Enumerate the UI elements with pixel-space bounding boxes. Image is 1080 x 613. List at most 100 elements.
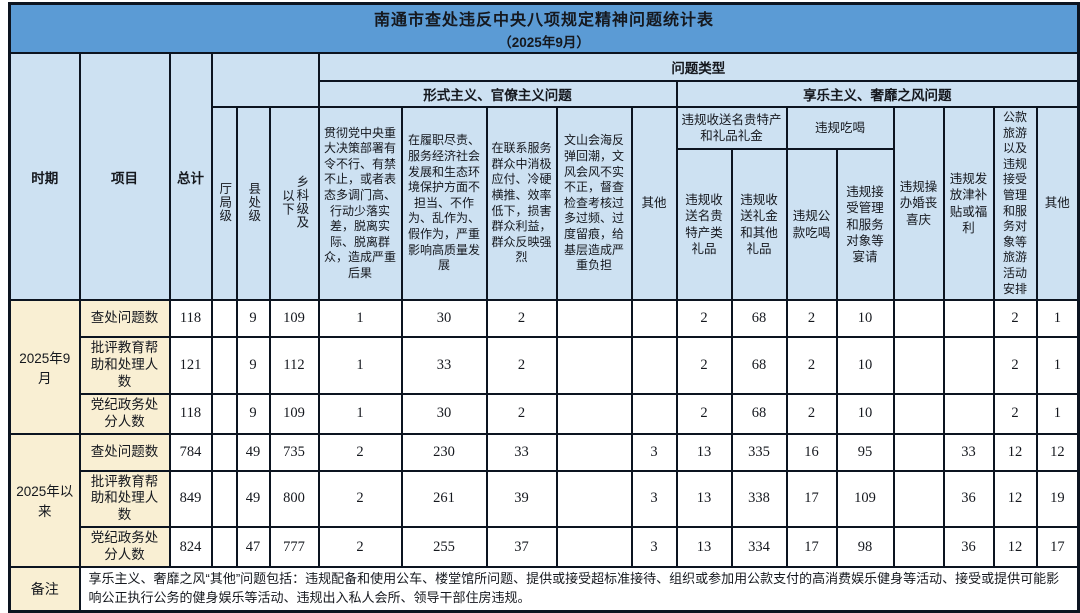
value-cell: 784	[168, 432, 213, 472]
value-cell: 33	[485, 432, 558, 472]
header-row-3: 厅局级 县处级 乡科级及以下 贯彻党中央重大决策部署有令不行、有禁不止，或者表态…	[10, 105, 1080, 302]
header-row-4: 违规收送名贵特产类礼品 违规收送礼金和其他礼品 违规公款吃喝 违规接受管理和服务…	[10, 148, 1079, 302]
value-cell: 12	[1035, 432, 1080, 472]
value-cell: 255	[400, 526, 488, 568]
value-cell: 13	[675, 469, 733, 529]
value-cell	[210, 336, 238, 395]
value-cell	[555, 299, 633, 339]
period-cell: 2025年以来	[8, 432, 81, 568]
value-cell	[630, 336, 678, 395]
value-cell: 109	[268, 392, 320, 435]
value-cell: 2	[675, 392, 733, 435]
value-cell: 12	[992, 526, 1038, 568]
value-cell: 13	[675, 432, 733, 472]
value-cell: 2	[485, 392, 558, 435]
item-label-cell: 党纪政务处分人数	[78, 392, 171, 435]
item-label-cell: 批评教育帮助和处理人数	[78, 469, 171, 529]
value-cell: 800	[268, 469, 320, 529]
value-cell: 2	[992, 336, 1038, 395]
value-cell: 13	[675, 526, 733, 568]
header-dining-group: 违规吃喝	[785, 105, 895, 151]
value-cell: 98	[835, 526, 895, 568]
table-row: 批评教育帮助和处理人数 121 9 112 1 33 2 2 68 2 10 2 1	[10, 336, 1080, 395]
value-cell	[892, 336, 945, 395]
value-cell: 109	[835, 469, 895, 529]
header-public-travel: 公款旅游以及违规接受管理和服务对象等旅游活动安排	[992, 105, 1038, 302]
value-cell: 36	[942, 526, 995, 568]
value-cell	[210, 299, 238, 339]
header-formalism-col-1: 贯彻党中央重大决策部署有令不行、有禁不止，或者表态多调门高、行动少落实差，脱离实…	[317, 105, 403, 302]
header-rank-xiangke: 乡科级及以下	[268, 105, 320, 302]
value-cell: 30	[400, 299, 488, 339]
table-title-cell: 南通市查处违反中央八项规定精神问题统计表 （2025年9月）	[8, 2, 1080, 54]
header-formalism-col-4: 文山会海反弹回潮，文风会风不实不正，督查检查考核过多过频、过度留痕，给基层造成严…	[555, 105, 633, 302]
header-hedonism-group: 享乐主义、奢靡之风问题	[675, 80, 1080, 108]
table-row: 2025年9月 查处问题数 118 9 109 1 30 2 2 68 2 10 2 1	[8, 299, 1080, 435]
header-formalism-group: 形式主义、官僚主义问题	[317, 80, 678, 108]
value-cell: 95	[835, 432, 895, 472]
header-rank-xianchu: 县处级	[235, 105, 271, 302]
value-cell	[892, 469, 945, 529]
header-item: 项目	[78, 51, 171, 302]
value-cell: 33	[400, 336, 488, 395]
value-cell: 10	[835, 336, 895, 395]
value-cell: 2	[485, 336, 558, 395]
value-cell	[942, 336, 995, 395]
value-cell: 2	[317, 469, 403, 529]
value-cell: 735	[268, 432, 320, 472]
value-cell: 1	[317, 336, 403, 395]
header-row-2: 形式主义、官僚主义问题 享乐主义、奢靡之风问题	[10, 80, 1080, 108]
header-formalism-col-2: 在履职尽责、服务经济社会发展和生态环境保护方面不担当、不作为、乱作为、假作为，严…	[400, 105, 488, 302]
table-row: 党纪政务处分人数 824 47 777 2 255 37 3 13 334 17 98 36 12 17	[10, 526, 1080, 568]
value-cell	[210, 469, 238, 529]
statistics-table: 南通市查处违反中央八项规定精神问题统计表 （2025年9月） 时期 项目 总计 …	[8, 2, 1080, 613]
header-allowance: 违规发放津补贴或福利	[942, 105, 995, 302]
header-formalism-other: 其他	[630, 105, 678, 302]
header-dining-col-1: 违规公款吃喝	[785, 148, 838, 302]
header-problem-type: 问题类型	[317, 52, 1080, 82]
value-cell: 1	[1035, 299, 1080, 339]
rank-label: 县处级	[246, 181, 261, 223]
value-cell	[892, 526, 945, 568]
remark-row: 备注 享乐主义、奢靡之风“其他”问题包括：违规配备和使用公车、楼堂馆所问题、提供…	[8, 565, 1080, 613]
header-hedonism-other: 其他	[1035, 105, 1080, 302]
header-formalism-col-3: 在联系服务群众中消极应付、冷硬横推、效率低下，损害群众利益，群众反映强烈	[485, 105, 558, 302]
value-cell	[210, 392, 238, 435]
value-cell	[942, 392, 995, 435]
remark-label: 备注	[8, 565, 81, 613]
header-gift-group: 违规收送名贵特产和礼品礼金	[675, 105, 788, 151]
page-subtitle: （2025年9月）	[498, 35, 590, 50]
value-cell: 824	[168, 526, 213, 568]
header-gift-col-2: 违规收送礼金和其他礼品	[730, 148, 788, 302]
header-rank-tingju: 厅局级	[210, 105, 238, 302]
value-cell: 37	[485, 526, 558, 568]
header-dining-col-2: 违规接受管理和服务对象等宴请	[835, 148, 895, 302]
value-cell: 118	[168, 299, 213, 339]
value-cell: 2	[785, 392, 838, 435]
value-cell: 17	[1035, 526, 1080, 568]
value-cell: 68	[730, 299, 788, 339]
table-row: 2025年以来 查处问题数 784 49 735 2 230 33 3 13 335 16 95 33 12…	[8, 432, 1080, 568]
value-cell	[892, 432, 945, 472]
item-label-cell: 批评教育帮助和处理人数	[78, 336, 171, 395]
table-row: 批评教育帮助和处理人数 849 49 800 2 261 39 3 13 338 17 109 36 12…	[10, 469, 1080, 529]
value-cell: 16	[785, 432, 838, 472]
value-cell	[555, 336, 633, 395]
value-cell: 2	[992, 299, 1038, 339]
value-cell: 17	[785, 526, 838, 568]
value-cell: 334	[730, 526, 788, 568]
rank-label: 厅局级	[217, 181, 232, 223]
value-cell: 36	[942, 469, 995, 529]
value-cell: 33	[942, 432, 995, 472]
header-empty-cell	[210, 52, 320, 108]
value-cell: 109	[268, 299, 320, 339]
item-label-cell: 党纪政务处分人数	[78, 526, 171, 568]
period-cell: 2025年9月	[8, 299, 81, 435]
value-cell	[892, 392, 945, 435]
value-cell: 230	[400, 432, 488, 472]
value-cell	[210, 432, 238, 472]
table-row: 党纪政务处分人数 118 9 109 1 30 2 2 68 2 10 2 1	[10, 392, 1080, 435]
value-cell: 849	[168, 469, 213, 529]
value-cell: 2	[675, 299, 733, 339]
